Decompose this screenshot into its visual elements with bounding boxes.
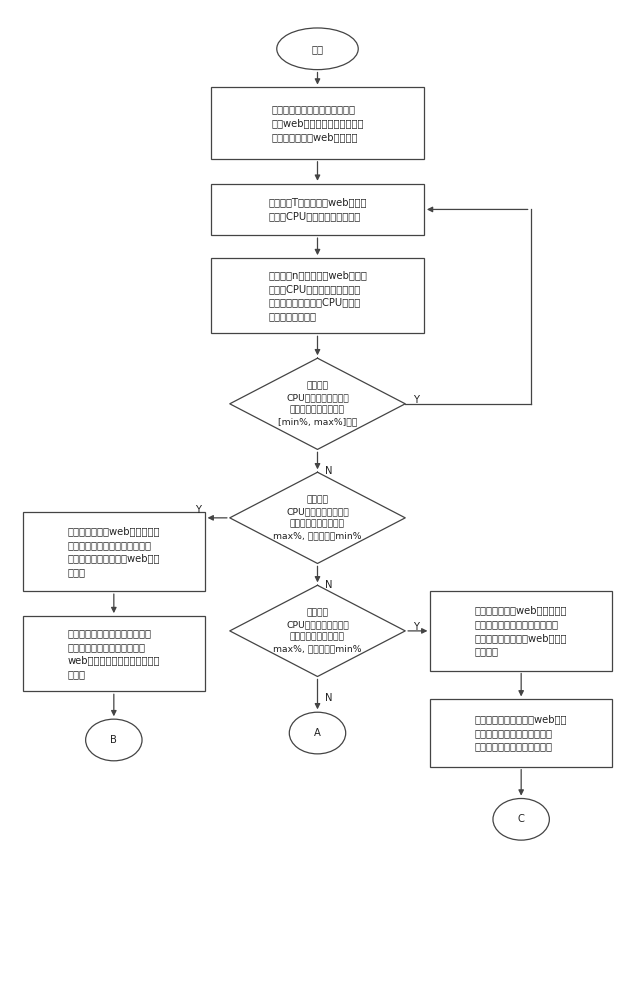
- Text: Y: Y: [196, 505, 201, 515]
- Text: 如果运行的所有宿主机上的剩余
资源不足以创建一台新的虚拟
web应用服务器，则发送开宿主
机消息: 如果运行的所有宿主机上的剩余 资源不足以创建一台新的虚拟 web应用服务器，则发…: [67, 628, 160, 679]
- Text: Y: Y: [413, 395, 418, 405]
- Ellipse shape: [493, 798, 549, 840]
- Text: N: N: [325, 693, 333, 703]
- Text: 判断平均
CPU利用率和平均内存
使用率是否有一项小于
max%, 另一项小于min%: 判断平均 CPU利用率和平均内存 使用率是否有一项小于 max%, 另一项小于m…: [273, 608, 362, 654]
- Text: 使用节能的虚拟web应用集群动
态扩展方法，在宿主机上按初始
规格创建一台新的虚拟web应用
服务器: 使用节能的虚拟web应用集群动 态扩展方法，在宿主机上按初始 规格创建一台新的虚…: [67, 526, 160, 577]
- Text: 每隔时间T读取各虚拟web应用服
务器的CPU利用率和内存使用率: 每隔时间T读取各虚拟web应用服 务器的CPU利用率和内存使用率: [268, 198, 367, 221]
- Text: 判断平均
CPU利用率和平均内存
使用率是否有一项大于
max%, 另一项大于min%: 判断平均 CPU利用率和平均内存 使用率是否有一项大于 max%, 另一项大于m…: [273, 495, 362, 541]
- Bar: [211, 184, 424, 235]
- Text: C: C: [518, 814, 525, 824]
- Text: 使用节能的虚拟web应用集群动
态缩减方法，将资源使用最低的
宿主机上的一台虚拟web应用服
务器删除: 使用节能的虚拟web应用集群动 态缩减方法，将资源使用最低的 宿主机上的一台虚拟…: [475, 606, 568, 656]
- Text: N: N: [325, 580, 333, 590]
- Bar: [431, 591, 612, 671]
- Bar: [431, 699, 612, 767]
- Text: 判断平均
CPU利用率和平均内存
使用率是否均在在区间
[min%, max%]之间: 判断平均 CPU利用率和平均内存 使用率是否均在在区间 [min%, max%]…: [278, 381, 357, 427]
- Polygon shape: [230, 472, 405, 563]
- Ellipse shape: [86, 719, 142, 761]
- Text: 开始: 开始: [312, 44, 323, 54]
- Text: 计算最近n次的各虚拟web应用服
务器的CPU利用率和内存使用率
的平均值，得出平均CPU利用率
和平均内存使用率: 计算最近n次的各虚拟web应用服 务器的CPU利用率和内存使用率 的平均值，得出…: [268, 270, 367, 321]
- Ellipse shape: [277, 28, 358, 70]
- Polygon shape: [230, 585, 405, 677]
- Bar: [211, 258, 424, 333]
- Text: B: B: [110, 735, 117, 745]
- Bar: [23, 616, 204, 691]
- Ellipse shape: [290, 712, 345, 754]
- Bar: [23, 512, 204, 591]
- Text: Y: Y: [413, 622, 418, 632]
- Text: 如果宿主机在删除虚拟web应用
服务器之后，无其他虚拟服务
器，则发送关闭该宿主机消息: 如果宿主机在删除虚拟web应用 服务器之后，无其他虚拟服务 器，则发送关闭该宿主…: [475, 714, 568, 752]
- Polygon shape: [230, 358, 405, 449]
- Text: 创建包括虚拟负载均衡服务器、
虚拟web应用服务器和虚拟数据
库服务器的虚拟web应用集群: 创建包括虚拟负载均衡服务器、 虚拟web应用服务器和虚拟数据 库服务器的虚拟we…: [271, 105, 364, 142]
- Bar: [211, 87, 424, 159]
- Text: N: N: [325, 466, 333, 476]
- Text: A: A: [314, 728, 321, 738]
